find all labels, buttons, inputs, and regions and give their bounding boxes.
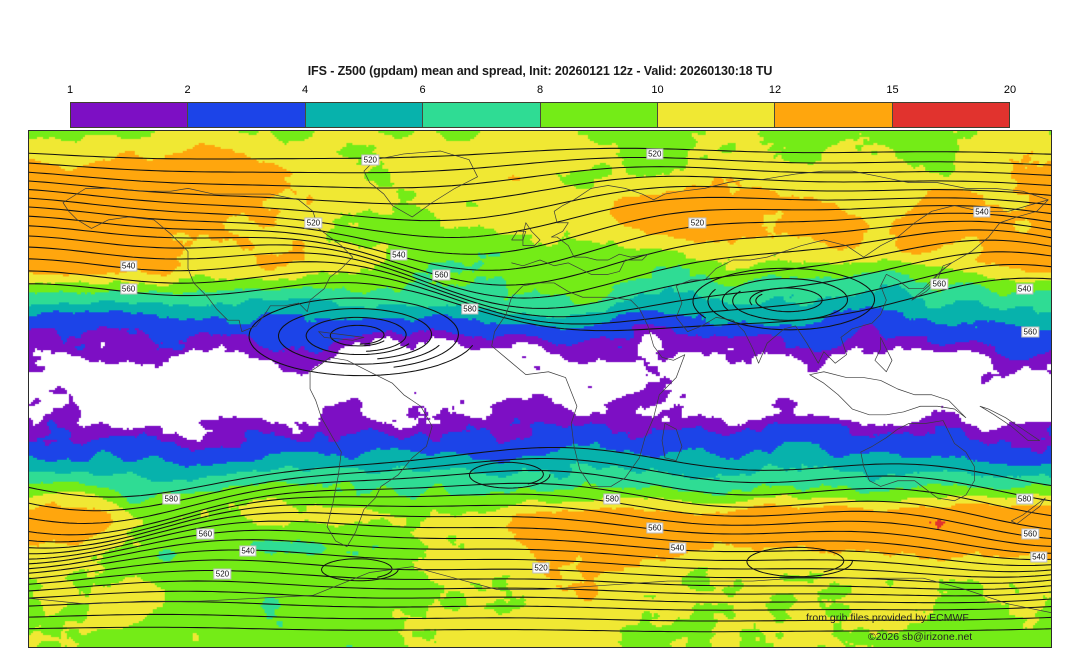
colorbar-segment-6-8 (423, 103, 541, 127)
contour-label-520-0: 520 (361, 154, 380, 166)
contour-label-560-18: 560 (1021, 528, 1039, 540)
contour-label-520-22: 520 (213, 568, 232, 580)
contour-label-560-17: 560 (646, 522, 664, 534)
contour-label-580-13: 580 (162, 493, 180, 505)
colorbar-tick-1: 1 (66, 84, 74, 96)
contour-label-580-12: 580 (461, 303, 479, 315)
contour-label-580-15: 580 (1015, 493, 1034, 505)
colorbar-tick-4: 4 (301, 84, 309, 96)
contour-label-560-10: 560 (930, 278, 948, 290)
contour-label-540-20: 540 (668, 542, 687, 554)
colorbar-segment-8-10 (540, 103, 658, 127)
colorbar-tick-labels: 1 2 4 6 8 10 12 15 20 (66, 84, 1016, 100)
colorbar-tick-8: 8 (536, 84, 544, 96)
contour-label-580-14: 580 (603, 493, 621, 505)
contour-label-520-3: 520 (304, 217, 323, 229)
colorbar: 1 2 4 6 8 10 12 15 20 (66, 84, 1016, 130)
contour-label-520-2: 520 (688, 217, 707, 229)
contour-label-520-1: 520 (646, 148, 664, 160)
contour-label-560-11: 560 (1021, 326, 1039, 338)
contour-label-540-5: 540 (390, 249, 408, 261)
colorbar-tick-6: 6 (419, 84, 426, 96)
colorbar-segment-4-6 (305, 103, 424, 127)
colorbar-tick-10: 10 (651, 84, 664, 96)
contour-label-560-8: 560 (119, 283, 138, 295)
page-title: IFS - Z500 (gpdam) mean and spread, Init… (307, 64, 773, 78)
colorbar-tick-12: 12 (768, 84, 782, 96)
colorbar-tick-15: 15 (886, 84, 899, 96)
colorbar-segment-10-12 (657, 103, 776, 127)
map-plot-area[interactable]: 520 520 520 520 540 540 540 540 560 560 560 560 580 5… (28, 130, 1052, 648)
contour-label-560-9: 560 (432, 269, 451, 281)
contour-label-540-6: 540 (973, 206, 991, 218)
colorbar-segment-2-4 (188, 103, 306, 127)
copyright-note: ©2026 sb@irizone.net (868, 631, 973, 643)
contour-label-540-4: 540 (119, 260, 138, 272)
contour-label-540-7: 540 (1015, 283, 1034, 295)
colorbar-segment-1-2 (71, 103, 189, 127)
data-source-note: from grib files provided by ECMWF (806, 612, 969, 624)
colorbar-segment-15-20 (892, 103, 1009, 127)
contour-label-540-19: 540 (239, 545, 257, 557)
contour-label-540-21: 540 (1030, 551, 1048, 563)
contour-label-520-23: 520 (532, 562, 550, 574)
contour-label-560-16: 560 (196, 528, 215, 540)
colorbar-gradient (70, 102, 1010, 128)
colorbar-segment-12-15 (775, 103, 893, 127)
colorbar-tick-2: 2 (184, 84, 191, 96)
colorbar-tick-20: 20 (1003, 84, 1017, 96)
